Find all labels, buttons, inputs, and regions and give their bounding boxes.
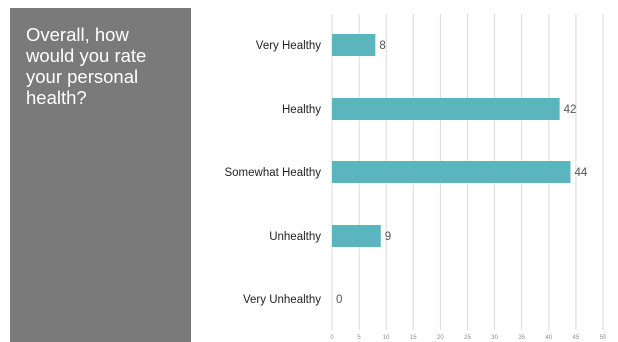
bar-unhealthy	[332, 225, 381, 247]
question-panel: Overall, how would you rate your persona…	[10, 8, 191, 342]
data-label-healthy: 42	[564, 104, 577, 116]
x-tick-label-5: 5	[357, 335, 361, 341]
x-tick-label-15: 15	[410, 335, 417, 341]
x-tick-label-20: 20	[437, 335, 444, 341]
bar-healthy	[332, 98, 560, 120]
x-tick-label-10: 10	[383, 335, 390, 341]
category-label-healthy: Healthy	[282, 104, 321, 116]
data-label-very-healthy: 8	[379, 40, 385, 52]
question-title: Overall, how would you rate your persona…	[26, 24, 147, 108]
x-tick-label-35: 35	[518, 335, 525, 341]
data-label-somewhat-healthy: 44	[574, 167, 587, 179]
x-tick-label-30: 30	[491, 335, 498, 341]
bar-very-healthy	[332, 34, 376, 56]
category-label-very-healthy: Very Healthy	[256, 40, 321, 52]
category-label-unhealthy: Unhealthy	[269, 231, 321, 243]
bar-somewhat-healthy	[332, 161, 571, 183]
x-tick-label-25: 25	[464, 335, 471, 341]
category-label-very-unhealthy: Very Unhealthy	[243, 294, 321, 306]
data-label-very-unhealthy: 0	[336, 294, 342, 306]
category-label-somewhat-healthy: Somewhat Healthy	[224, 167, 321, 179]
x-tick-label-45: 45	[573, 335, 580, 341]
x-tick-label-0: 0	[330, 335, 334, 341]
bar-chart: 0 5 10 15 20 25 30 35 40 45 50 Very Healthy 8 Healthy…	[224, 14, 607, 341]
x-tick-label-50: 50	[600, 335, 607, 341]
data-label-unhealthy: 9	[385, 231, 391, 243]
x-tick-label-40: 40	[545, 335, 552, 341]
chart-area: 0 5 10 15 20 25 30 35 40 45 50 Very Healthy 8 Healthy…	[191, 0, 618, 342]
